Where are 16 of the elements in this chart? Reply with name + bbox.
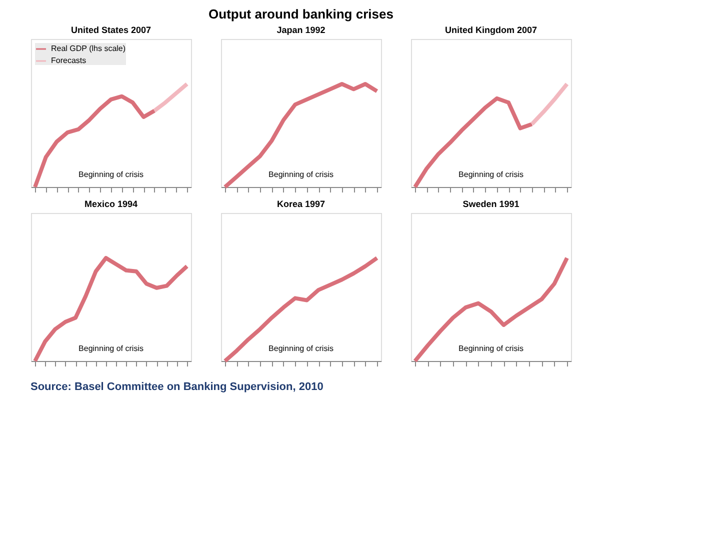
annotation: Beginning of crisis [458, 344, 524, 353]
legend-label: Forecasts [51, 56, 86, 65]
annotation: Beginning of crisis [458, 170, 524, 179]
chart-title: United Kingdom 2007 [444, 25, 538, 35]
chart-title: Japan 1992 [276, 25, 326, 35]
chart-title: United States 2007 [70, 25, 152, 35]
annotation: Beginning of crisis [268, 170, 334, 179]
annotation: Beginning of crisis [78, 344, 144, 353]
annotation: Beginning of crisis [78, 170, 144, 179]
annotation: Beginning of crisis [268, 344, 334, 353]
source-note: Source: Basel Committee on Banking Supervision, 2010 [30, 381, 324, 393]
text: Output around banking crises [208, 6, 394, 22]
chart-title: Korea 1997 [276, 199, 326, 209]
chart-title: Sweden 1991 [462, 199, 520, 209]
legend-label: Real GDP (lhs scale) [51, 44, 126, 53]
chart-title: Mexico 1994 [84, 199, 138, 209]
